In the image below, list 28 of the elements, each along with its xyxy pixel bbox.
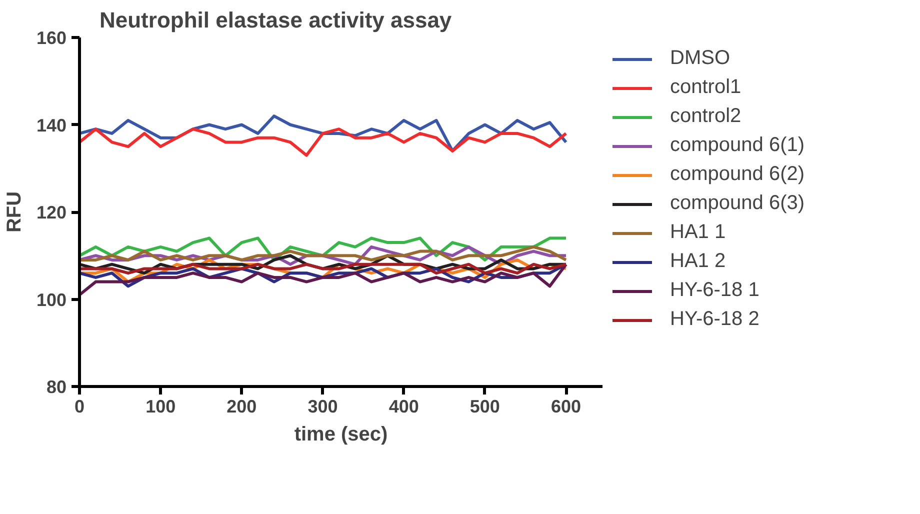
y-tick-label: 100 (36, 290, 67, 310)
x-axis-title: time (sec) (294, 424, 388, 446)
x-tick-label: 400 (388, 396, 419, 416)
legend-label: DMSO (670, 47, 730, 70)
legend-label: compound 6(2) (670, 163, 805, 186)
legend-label: HY-6-18 1 (670, 279, 760, 302)
y-tick-label: 160 (36, 28, 67, 48)
x-tick-label: 600 (550, 396, 582, 416)
legend-label: HY-6-18 2 (670, 308, 760, 331)
legend-label: compound 6(3) (670, 192, 805, 215)
y-tick-label: 120 (36, 202, 67, 222)
x-tick-label: 200 (226, 396, 257, 416)
legend-label: HA1 1 (670, 221, 726, 244)
x-tick-label: 0 (74, 396, 85, 416)
legend-label: control2 (670, 105, 742, 128)
chart-title: Neutrophil elastase activity assay (100, 8, 452, 32)
line-series (80, 245, 568, 262)
x-tick-label: 300 (308, 396, 338, 416)
line-series (80, 128, 568, 157)
legend-label: compound 6(1) (670, 134, 805, 157)
y-tick-label: 140 (36, 115, 67, 136)
y-tick-label: 80 (46, 377, 67, 397)
line-series (80, 262, 568, 296)
legend-label: control1 (670, 76, 742, 99)
y-axis-title: RFU (3, 191, 26, 233)
legend-label: HA1 2 (670, 250, 726, 273)
x-tick-label: 500 (470, 396, 500, 416)
x-tick-label: 100 (146, 396, 176, 416)
